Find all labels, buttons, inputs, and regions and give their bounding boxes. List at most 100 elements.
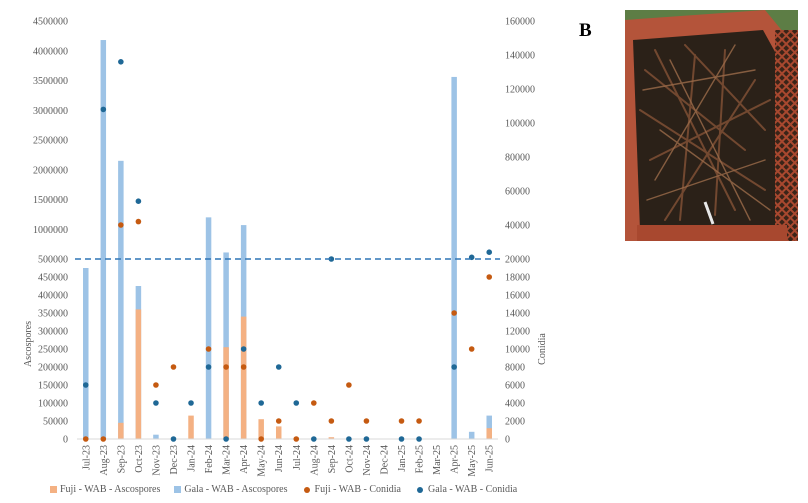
y-tick-label: 400000 [38, 291, 68, 302]
point-fuji-conidia-Aug-24 [311, 400, 317, 406]
point-gala-conidia-Sep-23 [118, 59, 124, 65]
point-gala-conidia-Oct-23 [135, 198, 142, 204]
y-tick-label: 250000 [38, 345, 68, 356]
chart-legend: Fuji - WAB - Ascospores Gala - WAB - Asc… [50, 484, 590, 495]
y2-tick-label: 100000 [505, 119, 535, 130]
y-tick-label: 4000000 [33, 46, 68, 57]
x-tick-label: Dec-24 [379, 445, 390, 474]
legend-item-gala-conidia: Gala - WAB - Conidia [415, 484, 517, 495]
point-gala-conidia-Jun-24 [275, 364, 282, 370]
bar-fuji-ascospores-Sep-24 [328, 437, 335, 439]
y-tick-label: 1500000 [33, 195, 68, 206]
point-fuji-conidia-Feb-24 [205, 346, 212, 352]
bar-fuji-ascospores-Oct-23 [135, 309, 142, 439]
point-fuji-conidia-Dec-23 [170, 364, 177, 370]
point-gala-conidia-Jan-24 [188, 400, 194, 406]
point-fuji-conidia-Mar-24 [223, 364, 229, 370]
point-fuji-conidia-Feb-25 [416, 418, 422, 424]
legend-item-gala-ascospores: Gala - WAB - Ascospores [174, 484, 288, 495]
x-tick-label: Apr-24 [239, 445, 250, 474]
point-gala-conidia-Nov-23 [153, 400, 159, 406]
bar-fuji-ascospores-Sep-23 [118, 422, 124, 439]
point-fuji-conidia-Jul-23 [82, 436, 89, 442]
point-fuji-conidia-Jan-25 [398, 418, 405, 424]
x-tick-label: Jul-23 [81, 445, 92, 470]
y2-tick-label: 6000 [505, 381, 525, 392]
plot-area [77, 40, 498, 442]
bar-fuji-ascospores-Jan-24 [188, 415, 194, 439]
x-tick-label: Mar-25 [432, 445, 443, 475]
legend-label-fuji-conidia: Fuji - WAB - Conidia [314, 484, 401, 495]
point-fuji-conidia-May-25 [468, 346, 475, 352]
point-fuji-conidia-Nov-23 [153, 382, 159, 388]
point-gala-conidia-Jul-24 [293, 400, 300, 406]
point-gala-conidia-Sep-24 [328, 256, 335, 262]
bar-fuji-ascospores-Jun-25 [486, 428, 492, 439]
x-tick-label: Nov-24 [362, 445, 373, 476]
point-fuji-conidia-Oct-23 [135, 218, 142, 225]
twig-bin-photo [625, 10, 798, 241]
y2-axis-ticks: 0 2000 4000 6000 8000 10000 12000 14000 16000 180… [505, 17, 535, 446]
legend-label-fuji-ascospores: Fuji - WAB - Ascospores [60, 484, 161, 495]
bar-gala-ascospores-Aug-23 [100, 40, 107, 439]
x-tick-label: Mar-24 [222, 445, 233, 475]
y-axis-label: Ascospores [23, 321, 34, 367]
x-tick-label: Jun-25 [485, 445, 496, 472]
point-fuji-conidia-Aug-23 [100, 436, 107, 442]
x-tick-label: Feb-24 [204, 445, 215, 473]
point-gala-conidia-Oct-24 [346, 436, 352, 442]
x-tick-label: Feb-25 [415, 445, 426, 473]
point-gala-conidia-Mar-24 [223, 436, 229, 442]
x-tick-label: Dec-23 [169, 445, 180, 474]
x-tick-label: Sep-23 [116, 445, 127, 473]
legend-item-fuji-ascospores: Fuji - WAB - Ascospores [50, 484, 160, 495]
point-fuji-conidia-Sep-23 [118, 222, 124, 228]
point-fuji-conidia-Sep-24 [328, 418, 335, 424]
bar-fuji-ascospores-Jun-24 [275, 426, 282, 439]
x-axis-ticks: Jul-23 Aug-23 Sep-23 Oct-23 Nov-23 Dec-23 Jan-… [81, 445, 495, 477]
y-tick-label: 150000 [38, 381, 68, 392]
bar-gala-ascospores-May-25 [468, 431, 475, 439]
y-tick-label: 350000 [38, 309, 68, 320]
y2-tick-label: 40000 [505, 221, 530, 232]
y2-tick-label: 10000 [505, 345, 530, 356]
panel-label: B [579, 20, 592, 41]
point-gala-conidia-Apr-24 [240, 346, 247, 352]
x-tick-label: Apr-25 [450, 445, 461, 474]
y-tick-label: 0 [63, 435, 68, 446]
point-gala-conidia-Aug-23 [100, 106, 107, 113]
point-gala-conidia-Nov-24 [363, 436, 370, 442]
x-tick-label: Aug-23 [99, 445, 110, 476]
x-tick-label: Jun-24 [274, 445, 285, 472]
point-fuji-conidia-Nov-24 [363, 418, 370, 424]
x-tick-label: Oct-23 [134, 445, 145, 473]
y-tick-label: 3000000 [33, 106, 68, 117]
legend-swatch-gala-ascospores [174, 486, 182, 493]
x-tick-label: May-24 [257, 445, 268, 477]
point-fuji-conidia-Apr-24 [240, 364, 247, 370]
bar-gala-ascospores-Jun-25 [486, 415, 492, 439]
y2-tick-label: 8000 [505, 363, 525, 374]
bar-gala-ascospores-Apr-25 [451, 76, 457, 440]
y2-tick-label: 18000 [505, 273, 530, 284]
legend-swatch-gala-conidia [415, 486, 425, 493]
point-fuji-conidia-Apr-25 [451, 310, 457, 316]
point-gala-conidia-Feb-25 [416, 436, 422, 442]
bar-gala-ascospores-Mar-24 [223, 252, 229, 439]
point-fuji-conidia-May-24 [258, 436, 264, 442]
y-tick-label: 50000 [43, 417, 68, 428]
point-fuji-conidia-Jul-24 [293, 436, 300, 442]
legend-label-gala-conidia: Gala - WAB - Conidia [428, 484, 518, 495]
y2-tick-label: 80000 [505, 153, 530, 164]
point-fuji-conidia-Jun-24 [275, 418, 282, 424]
legend-item-fuji-conidia: Fuji - WAB - Conidia [302, 484, 401, 495]
point-gala-conidia-Jan-25 [398, 436, 405, 442]
y-tick-label: 4500000 [33, 17, 68, 28]
x-tick-label: Jan-24 [187, 445, 198, 472]
point-gala-conidia-Jun-25 [486, 249, 493, 255]
y2-tick-label: 12000 [505, 327, 530, 338]
y-tick-label: 450000 [38, 273, 68, 284]
y-tick-label: 3500000 [33, 76, 68, 87]
bar-gala-ascospores-Sep-23 [118, 160, 124, 439]
y-tick-label: 100000 [38, 399, 68, 410]
